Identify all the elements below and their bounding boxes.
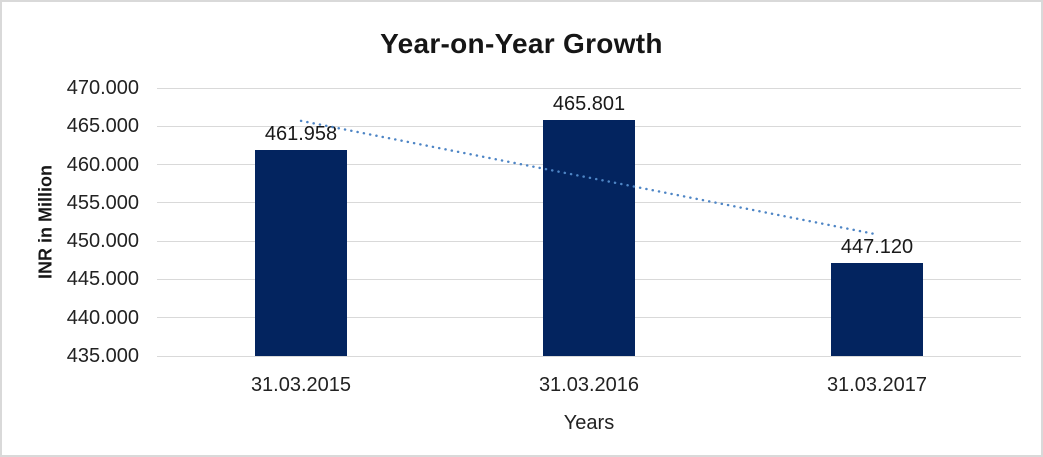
x-tick-label: 31.03.2015 xyxy=(250,374,352,396)
bar-value-label: 465.801 xyxy=(552,93,626,116)
plot-area: 461.958 465.801 447.120 xyxy=(157,87,1021,357)
chart-title: Year-on-Year Growth xyxy=(380,28,663,59)
x-tick-label: 31.03.2017 xyxy=(826,374,928,396)
y-tick-label: 440.000 xyxy=(66,306,139,329)
x-tick-label: 31.03.2016 xyxy=(538,374,640,396)
y-tick-label: 465.000 xyxy=(66,115,139,138)
gridline xyxy=(157,87,1021,89)
bar xyxy=(255,149,347,356)
y-tick-label: 435.000 xyxy=(66,345,139,367)
y-axis-tick-labels: 435.000 440.000 445.000 450.000 455.000 460.0… xyxy=(2,77,139,367)
y-tick-label: 470.000 xyxy=(66,77,139,99)
bar-value-label: 447.120 xyxy=(840,236,914,259)
x-axis-tick-labels: 31.03.2015 31.03.2016 31.03.2017 xyxy=(157,374,1021,398)
bar xyxy=(543,120,635,356)
y-tick-label: 450.000 xyxy=(66,230,139,253)
y-tick-label: 455.000 xyxy=(66,191,139,214)
y-tick-label: 460.000 xyxy=(66,153,139,176)
bar-value-label: 461.958 xyxy=(264,122,338,145)
gridline xyxy=(157,355,1021,357)
bar xyxy=(831,263,923,356)
x-axis-title: Years xyxy=(563,412,615,434)
y-tick-label: 445.000 xyxy=(66,268,139,291)
